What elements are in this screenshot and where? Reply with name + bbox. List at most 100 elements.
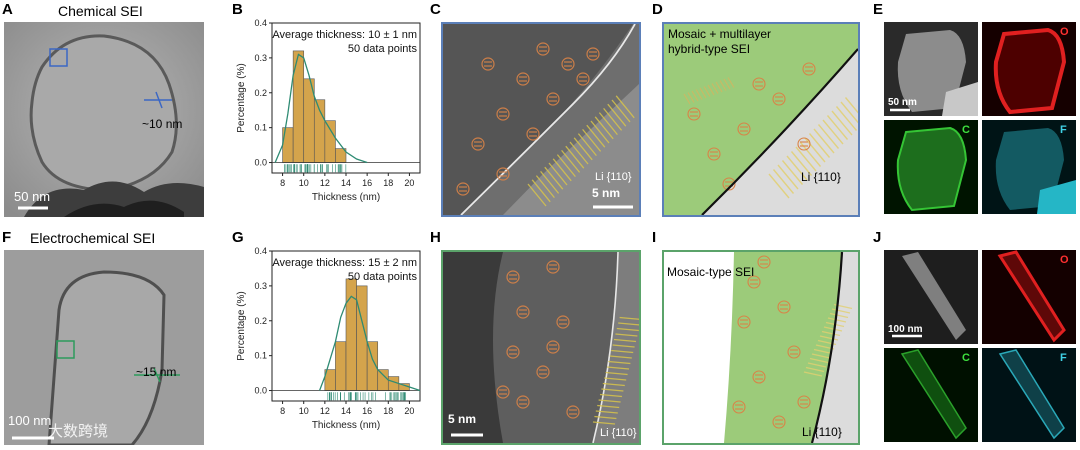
crystallite-domain [797,395,811,409]
y-tick-label: 0.3 [254,53,267,63]
lattice-fringe [540,170,560,194]
panel-e-haadf-map [884,22,978,116]
crystallite-domain [516,72,530,86]
panel-j-haadf-map [884,250,978,344]
panel-letter-h: H [430,229,441,246]
x-tick-label: 10 [299,406,309,416]
lattice-fringe [556,154,576,178]
lattice-fringe [826,115,849,140]
lattice-fringe [565,145,585,169]
panel-a-title: Chemical SEI [58,3,143,19]
lattice-fringe [595,410,618,414]
lattice-fringe [527,183,547,207]
lattice-fringe [831,308,851,314]
histogram-bar [377,369,389,391]
panel-e-c-map [884,120,978,214]
panel-a-thickness-label: ~10 nm [142,117,183,131]
panel-i-schematic [662,250,860,445]
crystallite-domain [561,57,575,71]
crystallite-domain [516,305,530,319]
panel-letter-b: B [232,1,243,18]
panel-j-f-map [982,348,1076,442]
panel-j-c-label: C [962,352,970,364]
lattice-fringe [615,95,635,119]
lattice-fringe [723,78,731,90]
lattice-fringe [786,155,808,181]
lattice-fringe [611,349,634,354]
lattice-fringe [803,371,823,377]
histogram-bar [356,285,368,391]
data-points-annotation: 50 data points [348,43,418,55]
lattice-fringe [795,146,817,172]
y-tick-label: 0.0 [254,158,267,168]
panel-i-plane-label: Li {110} [802,425,842,439]
lattice-fringe [590,120,610,144]
panel-j-o-label: O [1060,254,1069,266]
crystallite-domain [797,137,811,151]
crystallite-domain [732,400,746,414]
lattice-fringe [601,388,624,392]
lattice-fringe [844,97,858,114]
lattice-fringe [599,393,623,398]
lattice-fringe [768,173,790,199]
average-annotation: Average thickness: 15 ± 2 nm [272,257,417,269]
crystallite-domain [496,385,510,399]
panel-j-f-label: F [1060,352,1067,364]
lattice-fringe [613,338,637,343]
crystallite-domain [546,260,560,274]
x-tick-label: 12 [320,406,330,416]
lattice-fringe [819,335,839,341]
panel-letter-g: G [232,229,244,246]
lattice-fringe [606,366,630,370]
fit-curve [274,53,368,164]
lattice-fringe [569,141,589,165]
crystallite-domain [747,275,761,289]
y-axis-label: Percentage (%) [236,291,247,360]
lattice-fringe [602,382,625,387]
histogram-bar [324,120,336,163]
panel-b-histogram: 8 10 12 14 16 18 20 0.0 0.1 0.2 0.3 0.4 Thickness (n… [236,18,421,203]
lattice-fringe [552,158,572,182]
panel-d-plane-label: Li {110} [801,170,841,184]
lattice-fringe [813,128,835,154]
lattice-fringe [577,133,597,157]
panel-e-o-map [982,22,1076,116]
lattice-fringe [603,107,623,131]
lattice-fringe [804,137,826,163]
crystallite-domain [722,177,736,191]
watermark-text: 大数跨境 [48,423,109,440]
panel-f-scale-label: 100 nm [8,413,52,428]
panel-f-thickness-label: ~15 nm [136,365,177,379]
crystallite-domain [566,405,580,419]
lattice-fringe [813,348,833,355]
panel-e-f-map [982,120,1076,214]
panel-e-scale-label: 50 nm [888,97,917,108]
crystallite-domain [556,315,570,329]
crystallite-domain [802,62,816,76]
crystallite-domain [481,57,495,71]
lattice-fringe [612,344,635,348]
panel-g-histogram: 8 10 12 14 16 18 20 0.0 0.1 0.2 0.3 0.4 Thickness (n… [236,246,421,431]
panel-e-o-label: O [1060,26,1069,38]
crystallite-domain [687,107,701,121]
lattice-fringe [691,90,699,102]
panel-j-o-map [982,250,1076,344]
histogram-bar [335,341,347,391]
panel-i-title: Mosaic-type SEI [667,265,755,279]
average-annotation: Average thickness: 10 ± 1 nm [272,29,417,41]
crystallite-domain [496,167,510,181]
panel-c-scale-label: 5 nm [592,186,621,200]
y-tick-label: 0.4 [254,246,267,256]
crystallite-domain [506,270,520,284]
x-tick-label: 20 [404,178,414,188]
lattice-fringe [829,312,849,319]
fit-curve [318,295,421,392]
lattice-fringe [695,89,703,100]
crystallite-domain [777,300,791,314]
lattice-fringe [604,377,627,381]
x-tick-label: 14 [341,178,351,188]
crystallite-domain [526,127,540,141]
lattice-fringe [790,151,813,176]
lattice-fringe [618,322,639,326]
lattice-fringe [817,124,840,149]
